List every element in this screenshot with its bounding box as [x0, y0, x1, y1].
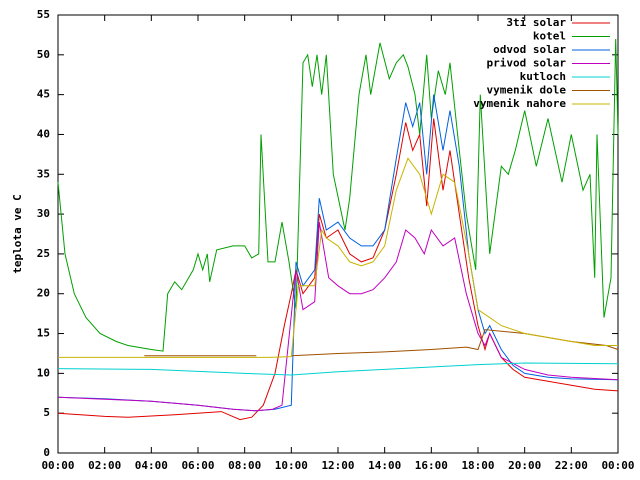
y-tick-label: 45: [37, 88, 50, 101]
legend-label: odvod solar: [493, 43, 566, 56]
legend-label: 3ti solar: [506, 16, 566, 29]
x-tick-label: 10:00: [275, 459, 308, 472]
legend-label: privod solar: [487, 57, 567, 70]
series-line: [57, 222, 619, 412]
y-tick-label: 50: [37, 48, 50, 61]
series-line: [57, 94, 619, 412]
x-tick-label: 06:00: [181, 459, 214, 472]
x-tick-label: 14:00: [368, 459, 401, 472]
x-tick-label: 20:00: [508, 459, 541, 472]
y-tick-label: 0: [43, 446, 50, 459]
y-tick-label: 35: [37, 167, 50, 180]
plot-frame: [57, 14, 619, 454]
legend-label: kotel: [533, 30, 566, 43]
x-tick-label: 00:00: [601, 459, 634, 472]
y-tick-label: 20: [37, 287, 50, 300]
x-tick-label: 02:00: [88, 459, 121, 472]
y-tick-label: 30: [37, 207, 50, 220]
x-tick-label: 00:00: [41, 459, 74, 472]
series-line: [57, 118, 619, 421]
y-tick-label: 5: [43, 406, 50, 419]
y-tick-label: 15: [37, 327, 50, 340]
legend-label: vymenik nahore: [473, 97, 566, 110]
x-tick-label: 22:00: [555, 459, 588, 472]
series-line: [57, 38, 619, 352]
x-tick-label: 16:00: [415, 459, 448, 472]
y-tick-label: 55: [37, 8, 50, 21]
x-tick-label: 12:00: [321, 459, 354, 472]
series-line: [57, 362, 619, 376]
series-line: [58, 157, 618, 358]
x-tick-label: 08:00: [228, 459, 261, 472]
y-tick-label: 10: [37, 366, 50, 379]
y-tick-label: 40: [37, 127, 50, 140]
series-line: [144, 329, 619, 357]
x-tick-label: 18:00: [461, 459, 494, 472]
x-tick-label: 04:00: [135, 459, 168, 472]
legend-label: kutloch: [520, 70, 566, 83]
y-axis-label: teplota ve C: [11, 194, 24, 273]
legend-label: vymenik dole: [487, 84, 567, 97]
y-tick-label: 25: [37, 247, 50, 260]
